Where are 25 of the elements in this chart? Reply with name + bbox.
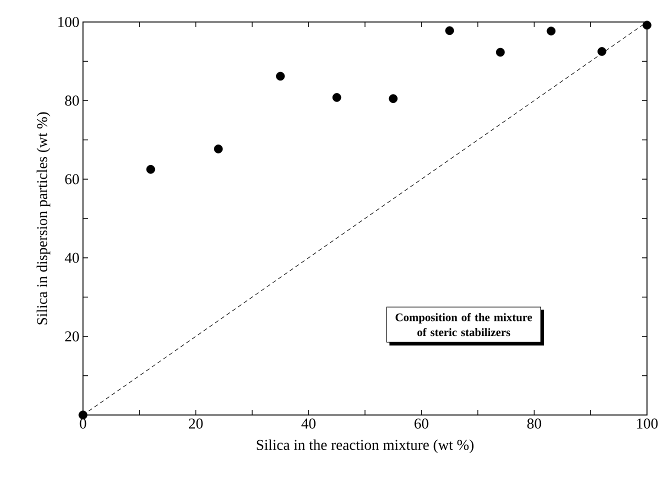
point xyxy=(214,144,223,154)
point xyxy=(496,48,505,57)
point xyxy=(276,72,285,81)
x-tick-label: 20 xyxy=(188,418,203,429)
point xyxy=(597,47,606,56)
y-axis-title: Silica in dispersion particles (wt %) xyxy=(36,112,50,324)
x-tick-label: 80 xyxy=(527,418,542,429)
y-tick-label: 20 xyxy=(65,331,79,342)
point xyxy=(642,20,652,30)
point xyxy=(78,410,88,420)
y-tick-label: 100 xyxy=(58,16,79,28)
x-tick-label: 40 xyxy=(301,418,316,429)
point xyxy=(546,26,556,36)
x-axis-title: Silica in the reaction mixture (wt %) xyxy=(256,439,474,453)
y-tick-label: 60 xyxy=(65,174,79,184)
point xyxy=(146,164,156,174)
y-tick-label: 40 xyxy=(64,252,79,263)
annotation: Composition of the mixture of steric stabilizers xyxy=(396,313,532,336)
x-tick-label: 0 xyxy=(80,418,86,429)
point xyxy=(388,94,398,104)
x-tick-label: 100 xyxy=(637,418,658,429)
point xyxy=(445,26,454,36)
x-tick-label: 60 xyxy=(414,418,428,429)
y-tick-label: 80 xyxy=(65,96,79,106)
point xyxy=(332,93,342,102)
